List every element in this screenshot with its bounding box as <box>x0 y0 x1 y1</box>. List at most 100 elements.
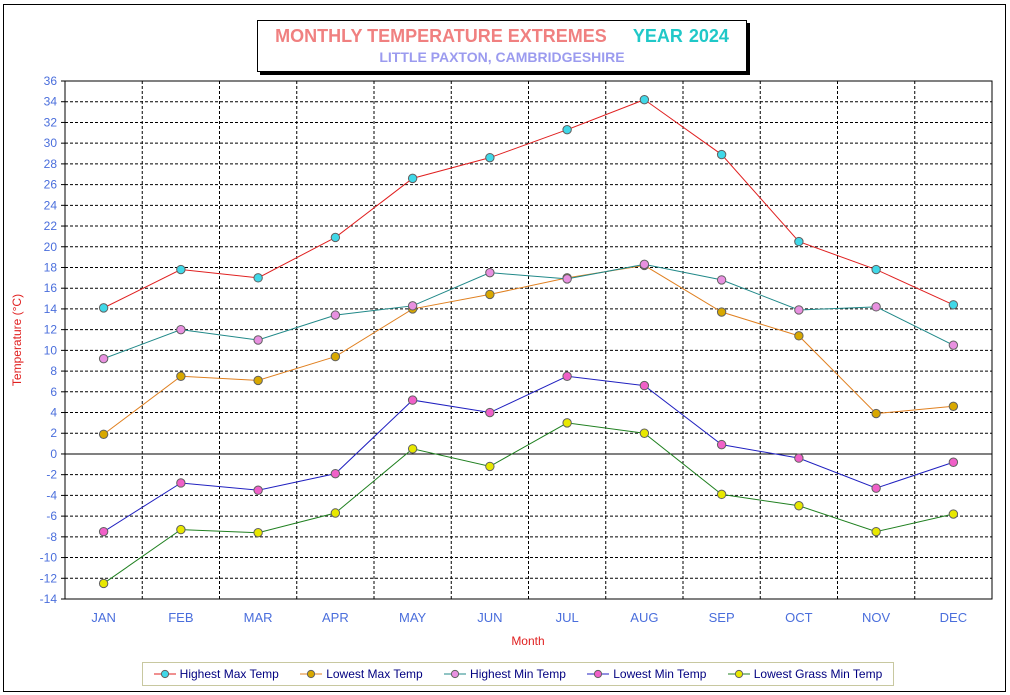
legend-item: Highest Min Temp <box>444 667 566 681</box>
data-point <box>176 524 186 535</box>
y-tick-label: 36 <box>44 74 58 88</box>
data-point <box>562 371 572 381</box>
series-line <box>103 263 954 360</box>
y-tick-label: 34 <box>44 95 58 109</box>
data-point <box>562 124 572 135</box>
x-tick-label: MAY <box>399 610 427 625</box>
y-tick-label: 6 <box>50 385 57 399</box>
y-tick-label: 12 <box>44 323 58 337</box>
x-tick-label: JUL <box>556 610 579 625</box>
data-point <box>485 461 495 472</box>
y-tick-label: 20 <box>44 240 58 254</box>
data-point <box>253 527 263 538</box>
data-point <box>871 264 881 275</box>
data-point <box>871 483 881 493</box>
series-line <box>103 99 954 309</box>
data-point <box>716 275 727 285</box>
data-point <box>407 301 418 311</box>
chart-title-box: MONTHLY TEMPERATURE EXTREMES YEAR 2024 LIT… <box>257 20 747 72</box>
x-tick-label: JUN <box>477 610 502 625</box>
x-tick-label: MAR <box>244 610 273 625</box>
legend-item: Lowest Max Temp <box>300 667 423 681</box>
data-point <box>253 375 263 386</box>
series-0 <box>98 94 959 313</box>
data-point <box>639 94 650 105</box>
legend-marker <box>444 669 467 679</box>
y-tick-label: -8 <box>46 530 57 544</box>
axes: -14-12-10-8-6-4-202468101214161820222426… <box>40 74 993 625</box>
legend-item: Lowest Min Temp <box>587 667 706 681</box>
y-tick-label: -6 <box>46 509 57 523</box>
legend-label: Highest Min Temp <box>470 667 566 681</box>
data-point <box>330 310 341 320</box>
legend-marker <box>587 669 610 679</box>
data-point <box>176 264 186 275</box>
legend-item: Highest Max Temp <box>153 667 279 681</box>
x-tick-label: APR <box>322 610 349 625</box>
data-point <box>407 444 418 454</box>
series-line <box>103 422 954 584</box>
data-point <box>794 305 804 315</box>
x-tick-label: FEB <box>168 610 193 625</box>
series-2 <box>98 259 959 364</box>
data-point <box>98 429 109 439</box>
data-point <box>871 526 881 537</box>
data-point <box>330 468 341 479</box>
data-point <box>98 303 109 313</box>
data-point <box>176 371 186 381</box>
chart-title: MONTHLY TEMPERATURE EXTREMES <box>275 26 607 46</box>
legend-label: Lowest Grass Min Temp <box>753 667 883 681</box>
legend-label: Highest Max Temp <box>179 667 279 681</box>
x-tick-label: AUG <box>630 610 658 625</box>
y-tick-label: -4 <box>46 488 57 502</box>
data-point <box>794 236 804 247</box>
y-tick-label: 14 <box>44 302 58 316</box>
y-tick-label: 22 <box>44 219 58 233</box>
y-tick-label: 30 <box>44 136 58 150</box>
data-point <box>330 232 341 243</box>
data-point <box>716 149 727 160</box>
y-tick-label: 26 <box>44 178 58 192</box>
legend-item: Lowest Grass Min Temp <box>727 667 883 681</box>
y-tick-label: -10 <box>40 551 58 565</box>
data-point <box>330 508 341 518</box>
data-point <box>794 501 804 511</box>
y-tick-label: 18 <box>44 260 58 274</box>
data-point <box>794 331 804 341</box>
y-tick-label: 28 <box>44 157 58 171</box>
y-tick-label: -2 <box>46 468 57 482</box>
x-tick-label: JAN <box>91 610 116 625</box>
x-tick-label: NOV <box>862 610 891 625</box>
data-point <box>639 380 650 391</box>
data-point <box>562 418 572 428</box>
data-point <box>716 439 727 450</box>
y-tick-label: 24 <box>44 198 58 212</box>
legend-marker <box>727 669 750 679</box>
data-point <box>871 302 881 312</box>
data-point <box>794 453 804 463</box>
data-point <box>948 340 959 350</box>
chart-subtitle: LITTLE PAXTON, CAMBRIDGESHIRE <box>379 49 625 65</box>
data-point <box>176 478 186 488</box>
grid <box>65 81 992 599</box>
data-point <box>98 526 109 537</box>
legend: Highest Max Temp Lowest Max Temp Highest M… <box>142 662 894 686</box>
data-point <box>639 428 650 438</box>
series <box>98 94 959 589</box>
y-tick-label: -14 <box>40 592 58 606</box>
year-label: YEAR <box>632 26 683 46</box>
data-point <box>948 509 959 519</box>
data-point <box>948 457 959 467</box>
series-line <box>103 264 954 435</box>
chart-frame <box>3 4 1006 692</box>
data-point <box>176 324 186 335</box>
data-point <box>253 485 263 495</box>
legend-label: Lowest Min Temp <box>613 667 707 681</box>
data-point <box>98 578 109 589</box>
y-tick-label: 8 <box>50 364 57 378</box>
plot-area-border <box>64 80 993 600</box>
x-axis-title: Month <box>511 634 544 648</box>
data-point <box>948 300 959 310</box>
data-point <box>253 273 263 283</box>
